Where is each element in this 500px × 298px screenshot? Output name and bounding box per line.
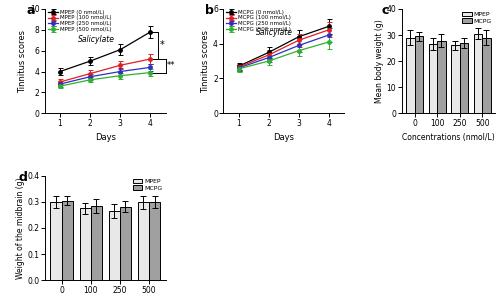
Bar bbox=[406, 38, 414, 113]
Bar bbox=[62, 201, 72, 280]
Legend: MCPG (0 nmol/L), MCPG (100 nmol/L), MCPG (250 nmol/L), MCPG (500 nmol/L): MCPG (0 nmol/L), MCPG (100 nmol/L), MCPG… bbox=[226, 10, 292, 32]
Bar bbox=[414, 36, 423, 113]
Legend: MPEP (0 nmol/L), MPEP (100 nmol/L), MPEP (250 nmol/L), MPEP (500 nmol/L): MPEP (0 nmol/L), MPEP (100 nmol/L), MPEP… bbox=[48, 10, 112, 32]
Text: *: * bbox=[160, 41, 164, 50]
Bar bbox=[50, 202, 62, 280]
Bar bbox=[437, 41, 446, 113]
Bar bbox=[120, 207, 131, 280]
Text: a: a bbox=[27, 4, 36, 17]
Legend: MPEP, MCPG: MPEP, MCPG bbox=[133, 179, 162, 191]
X-axis label: Days: Days bbox=[95, 133, 116, 142]
X-axis label: Concentrations (nmol/L): Concentrations (nmol/L) bbox=[402, 133, 495, 142]
Y-axis label: Mean body weight (g): Mean body weight (g) bbox=[375, 19, 384, 103]
X-axis label: Days: Days bbox=[273, 133, 294, 142]
Bar bbox=[482, 38, 491, 113]
Text: Salicylate: Salicylate bbox=[256, 28, 293, 37]
Bar bbox=[138, 202, 149, 280]
Text: c: c bbox=[382, 4, 389, 17]
Bar bbox=[451, 45, 460, 113]
Text: b: b bbox=[206, 4, 214, 17]
Text: d: d bbox=[18, 170, 28, 184]
Y-axis label: Tinnitus scores: Tinnitus scores bbox=[201, 30, 210, 93]
Bar bbox=[149, 202, 160, 280]
Y-axis label: Weight of the midbrain (g): Weight of the midbrain (g) bbox=[16, 177, 24, 279]
Bar bbox=[109, 211, 120, 280]
Text: Salicylate: Salicylate bbox=[78, 35, 114, 44]
Text: **: ** bbox=[167, 61, 175, 70]
Bar bbox=[474, 34, 482, 113]
Bar bbox=[460, 43, 468, 113]
Legend: MPEP, MCPG: MPEP, MCPG bbox=[462, 12, 492, 24]
Bar bbox=[428, 44, 437, 113]
Bar bbox=[80, 208, 90, 280]
Bar bbox=[90, 206, 102, 280]
Y-axis label: Tinnitus scores: Tinnitus scores bbox=[18, 30, 27, 93]
